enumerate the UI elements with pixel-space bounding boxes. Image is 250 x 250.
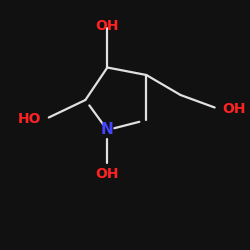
Text: OH: OH: [96, 167, 119, 181]
Text: OH: OH: [96, 19, 119, 33]
Text: OH: OH: [222, 102, 246, 116]
Text: HO: HO: [18, 112, 42, 126]
Text: N: N: [101, 122, 114, 138]
